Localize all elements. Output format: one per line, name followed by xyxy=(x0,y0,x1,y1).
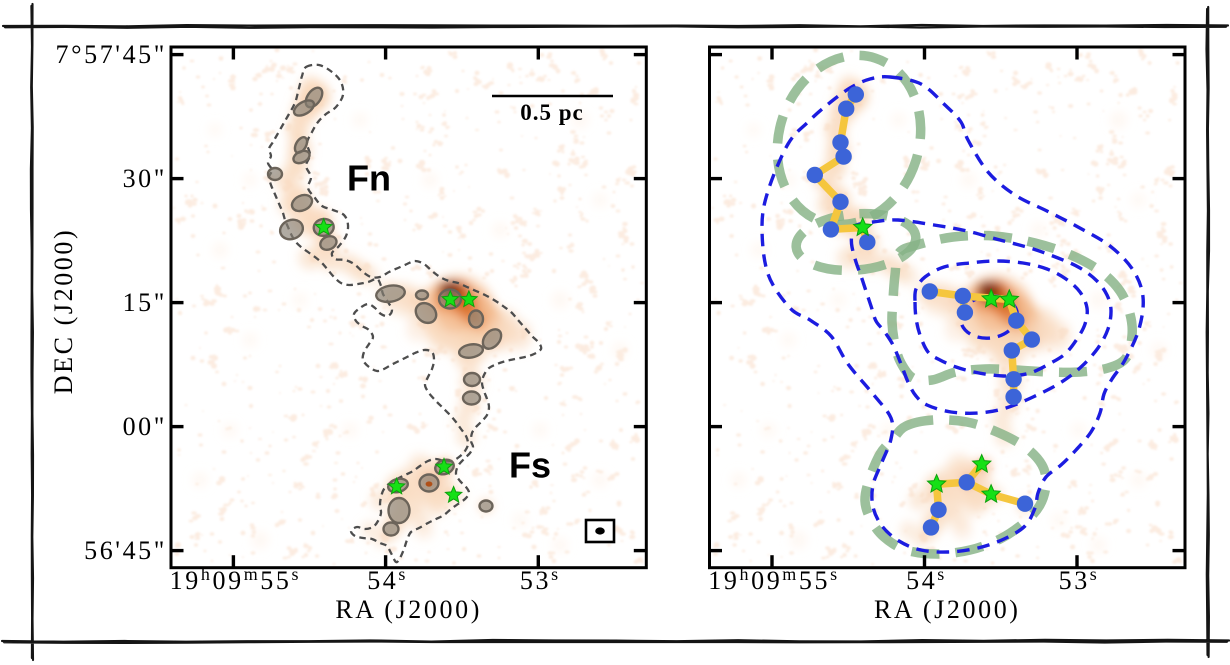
svg-text:RA (J2000): RA (J2000) xyxy=(335,595,482,624)
svg-text:Fn: Fn xyxy=(347,158,391,199)
svg-text:7°57'45": 7°57'45" xyxy=(56,40,168,69)
svg-text:00": 00" xyxy=(123,412,167,441)
svg-text:0.5 pc: 0.5 pc xyxy=(520,100,584,125)
svg-text:DEC (J2000): DEC (J2000) xyxy=(49,228,78,395)
svg-text:RA (J2000): RA (J2000) xyxy=(874,595,1021,624)
svg-text:15": 15" xyxy=(123,288,167,317)
svg-text:Fs: Fs xyxy=(509,445,551,486)
svg-text:30": 30" xyxy=(123,164,167,193)
svg-text:19h​09m​55s​: 19h​09m​55s​ xyxy=(708,564,839,595)
svg-text:53s​: 53s​ xyxy=(520,564,561,595)
svg-text:19h​09m​55s​: 19h​09m​55s​ xyxy=(170,564,301,595)
svg-text:56'45": 56'45" xyxy=(84,536,167,565)
